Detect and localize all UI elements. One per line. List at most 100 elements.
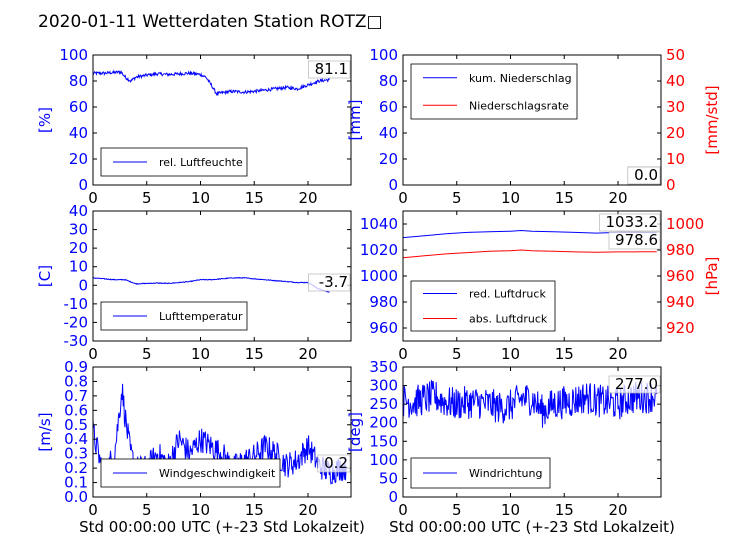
y-tick-label: 0.4 bbox=[64, 430, 88, 448]
x-tick-label: 0 bbox=[88, 345, 98, 363]
legend: red. Luftdruck abs. Luftdruck bbox=[410, 280, 556, 332]
y-axis-label: [%] bbox=[36, 107, 54, 133]
y-right-tick-label: 940 bbox=[666, 293, 695, 311]
y-tick-label: 0.7 bbox=[64, 387, 88, 405]
legend-box bbox=[410, 280, 556, 332]
legend-entry: abs. Luftdruck bbox=[469, 313, 548, 326]
legend: Windgeschwindigkeit bbox=[100, 458, 281, 488]
y-tick-label: 30 bbox=[69, 221, 88, 239]
y-axis-label: [mm] bbox=[346, 100, 364, 141]
y-right-tick-label: 40 bbox=[666, 72, 685, 90]
y-tick-label: 0.9 bbox=[64, 358, 88, 376]
y-tick-label: 150 bbox=[369, 432, 398, 450]
x-tick-label: 15 bbox=[555, 189, 574, 207]
x-tick-label: 0 bbox=[398, 501, 408, 519]
last-value-box bbox=[317, 454, 351, 473]
y-tick-label: 0.1 bbox=[64, 474, 88, 492]
y-tick-label: -30 bbox=[64, 332, 89, 350]
panel-precipitation: 0 5 10 15 20 0 20 40 60 80 100 0 10 20 30 40 50 [mm] [mm/s… bbox=[346, 46, 721, 207]
x-tick-label: 10 bbox=[501, 345, 520, 363]
last-value-label: 978.6 bbox=[615, 231, 658, 249]
legend-entry: rel. Luftfeuchte bbox=[159, 156, 243, 169]
y-tick-label: 20 bbox=[69, 239, 88, 257]
y-right-tick-label: 50 bbox=[666, 46, 685, 64]
y-tick-label: 0 bbox=[388, 176, 398, 194]
y-tick-label: 200 bbox=[369, 414, 398, 432]
y-tick-label: 100 bbox=[369, 451, 398, 469]
x-tick-label: 20 bbox=[298, 345, 317, 363]
x-tick-label: 15 bbox=[245, 501, 264, 519]
y-tick-label: 250 bbox=[369, 395, 398, 413]
y-right-tick-label: 1000 bbox=[666, 215, 704, 233]
chart-title: 2020-01-11 Wetterdaten Station ROTZ□ bbox=[38, 12, 383, 32]
x-tick-label: 5 bbox=[142, 189, 152, 207]
y-tick-label: 0.6 bbox=[64, 401, 88, 419]
x-tick-label: 5 bbox=[452, 345, 462, 363]
last-value-label: 0.0 bbox=[634, 166, 658, 184]
y-tick-label: 0 bbox=[78, 276, 88, 294]
plot-frame bbox=[92, 210, 352, 342]
last-value-label: 0.2 bbox=[324, 454, 348, 472]
y-tick-label: 980 bbox=[369, 293, 398, 311]
legend-entry: Niederschlagsrate bbox=[469, 99, 569, 112]
last-value-box bbox=[599, 213, 661, 232]
plot-frame bbox=[402, 366, 662, 498]
x-tick-label: 20 bbox=[298, 189, 317, 207]
legend-box bbox=[410, 63, 578, 120]
x-tick-label: 5 bbox=[142, 345, 152, 363]
y-tick-label: -20 bbox=[64, 313, 89, 331]
y-right-tick-label: 980 bbox=[666, 241, 695, 259]
legend: kum. Niederschlag Niederschlagsrate bbox=[410, 63, 578, 120]
legend-entry: Lufttemperatur bbox=[159, 310, 243, 323]
y-tick-label: 10 bbox=[69, 258, 88, 276]
x-tick-label: 10 bbox=[191, 189, 210, 207]
last-value-box bbox=[608, 375, 661, 394]
last-value-box bbox=[627, 166, 661, 185]
y-right-tick-label: 920 bbox=[666, 319, 695, 337]
x-tick-label: 10 bbox=[501, 189, 520, 207]
y-tick-label: 50 bbox=[379, 469, 398, 487]
x-tick-label: 10 bbox=[501, 501, 520, 519]
x-axis-label: Std 00:00:00 UTC (+-23 Std Lokalzeit) bbox=[79, 518, 365, 536]
legend-entry: Windgeschwindigkeit bbox=[159, 467, 276, 480]
x-tick-label: 20 bbox=[298, 501, 317, 519]
x-tick-label: 15 bbox=[245, 189, 264, 207]
y-tick-label: -10 bbox=[64, 295, 89, 313]
y-tick-label: 0 bbox=[78, 176, 88, 194]
legend: rel. Luftfeuchte bbox=[100, 147, 248, 177]
panel-pressure: 0 5 10 15 20 960 980 1000 1020 1040 920 940 960 980 10… bbox=[360, 210, 721, 363]
last-value-label: 1033.2 bbox=[606, 213, 659, 231]
x-tick-label: 20 bbox=[608, 189, 627, 207]
x-tick-label: 5 bbox=[452, 501, 462, 519]
y-tick-label: 0.3 bbox=[64, 445, 88, 463]
y-tick-label: 960 bbox=[369, 319, 398, 337]
y-tick-label: 60 bbox=[379, 98, 398, 116]
legend-entry: red. Luftdruck bbox=[469, 288, 546, 301]
y-tick-label: 40 bbox=[69, 124, 88, 142]
y-axis-label: [C] bbox=[36, 265, 54, 287]
y-tick-label: 0.2 bbox=[64, 459, 88, 477]
panel-windspeed: 0 5 10 15 200.00.10.20.30.40.50.60.70.80.9[m… bbox=[36, 358, 365, 536]
y-tick-label: 300 bbox=[369, 377, 398, 395]
y-tick-label: 1000 bbox=[360, 267, 398, 285]
y-tick-label: 0.0 bbox=[64, 488, 88, 506]
last-value-label: 81.1 bbox=[315, 60, 348, 78]
y-right-axis-label: [hPa] bbox=[703, 257, 721, 296]
panel-temperature: 0 5 10 15 20-30-20-10010203040[C]Lufttempera… bbox=[36, 202, 352, 363]
series-line-temperature-0 bbox=[93, 276, 330, 293]
plot-frame bbox=[92, 366, 352, 498]
legend-entry: Windrichtung bbox=[469, 467, 542, 480]
x-tick-label: 15 bbox=[555, 501, 574, 519]
legend: Lufttemperatur bbox=[100, 301, 248, 331]
y-tick-label: 100 bbox=[369, 46, 398, 64]
x-tick-label: 5 bbox=[452, 189, 462, 207]
y-tick-label: 20 bbox=[379, 150, 398, 168]
y-tick-label: 350 bbox=[369, 358, 398, 376]
y-tick-label: 20 bbox=[69, 150, 88, 168]
plot-frame bbox=[402, 54, 662, 186]
y-axis-label: [deg] bbox=[346, 412, 364, 452]
y-right-tick-label: 20 bbox=[666, 124, 685, 142]
y-right-tick-label: 10 bbox=[666, 150, 685, 168]
x-tick-label: 20 bbox=[608, 345, 627, 363]
